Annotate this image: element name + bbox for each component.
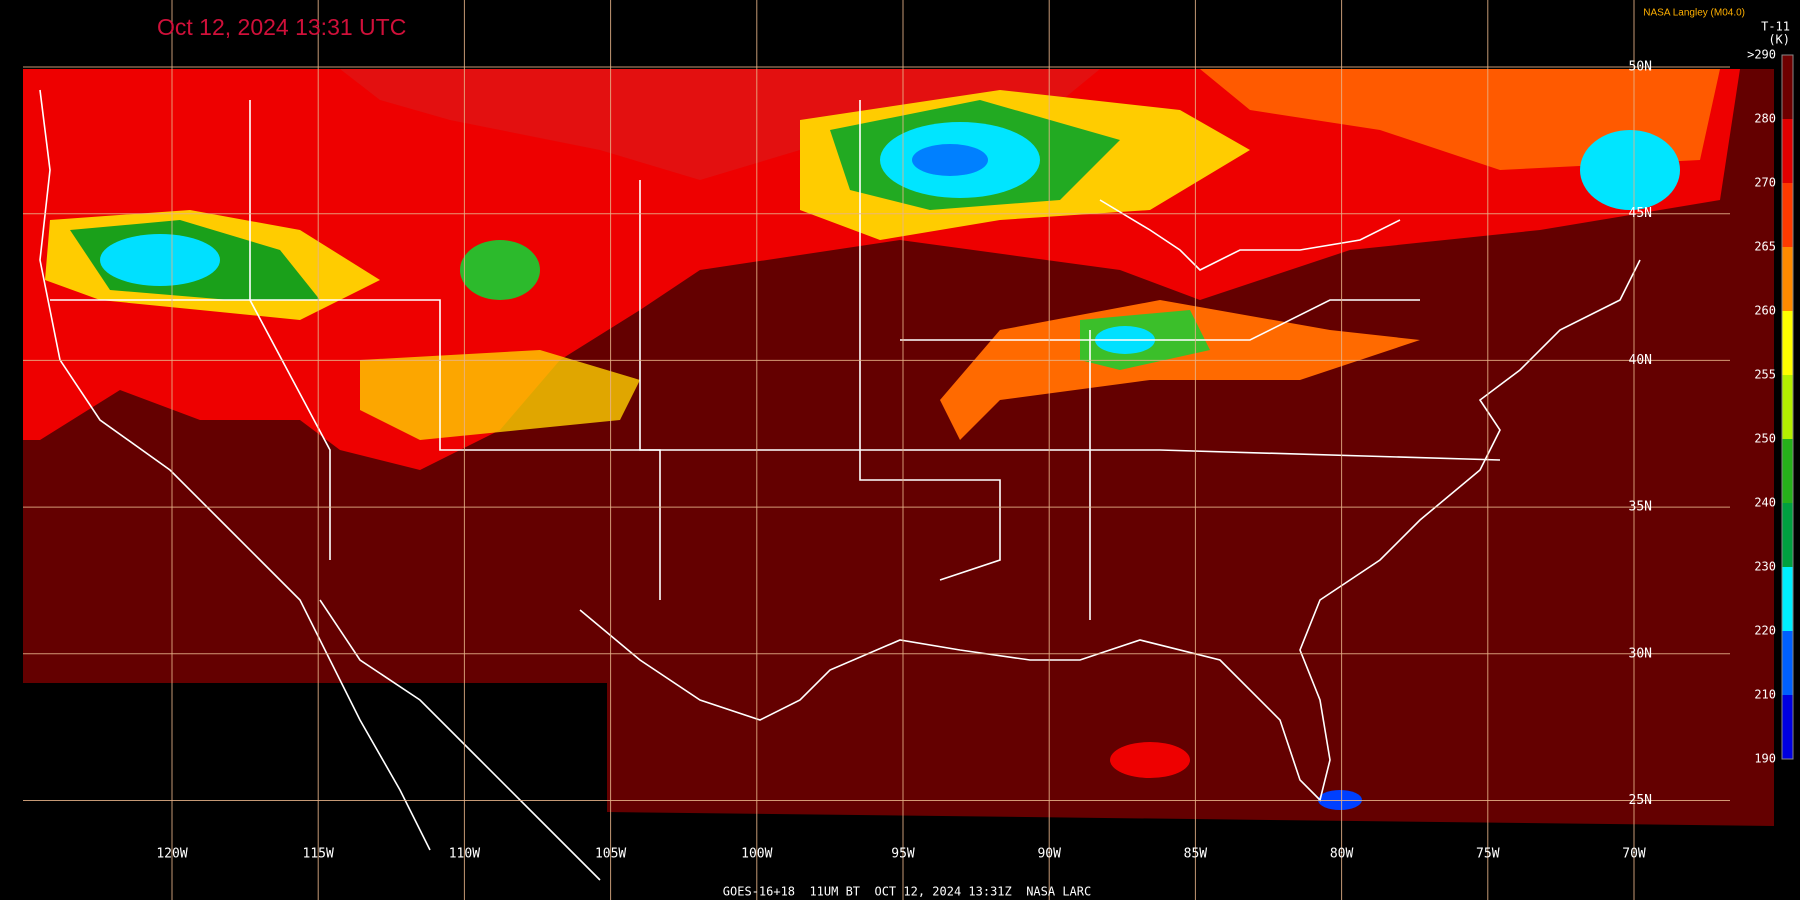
longitude-label: 75W [1476, 847, 1500, 862]
colorbar-label: 270 [1754, 176, 1776, 190]
labels: Oct 12, 2024 13:31 UTC NASA Langley (M04… [157, 8, 1790, 899]
colorbar-label: 240 [1754, 496, 1776, 510]
colorbar-segment [1782, 631, 1793, 695]
longitude-label: 85W [1184, 847, 1208, 862]
colorbar-label: 190 [1754, 752, 1776, 766]
longitude-label: 95W [891, 847, 915, 862]
colorbar-segment [1782, 439, 1793, 503]
colorbar-segment [1782, 375, 1793, 439]
colorbar-segment [1782, 55, 1793, 119]
longitude-label: 70W [1622, 847, 1646, 862]
longitude-label: 115W [303, 847, 334, 862]
colorbar-segment [1782, 695, 1793, 759]
credit: NASA Langley (M04.0) [1643, 8, 1745, 19]
graticule: 120W 115W 110W 105W 100W 95W 90W 85W 80W 75W 70W 50… [23, 0, 1730, 900]
longitude-label: 90W [1037, 847, 1061, 862]
longitude-label: 100W [741, 847, 772, 862]
timestamp: Oct 12, 2024 13:31 UTC [157, 14, 406, 40]
footer: GOES-16+18 11UM BT OCT 12, 2024 13:31Z N… [723, 885, 1091, 899]
colorbar-segment [1782, 311, 1793, 375]
colorbar-segment [1782, 567, 1793, 631]
colorbar-label: 265 [1754, 240, 1776, 254]
latitude-label: 40N [1629, 353, 1652, 368]
colorbar-segment [1782, 247, 1793, 311]
colorbar-label: 230 [1754, 560, 1776, 574]
latitude-label: 45N [1629, 206, 1652, 221]
latitude-label: 35N [1629, 500, 1652, 515]
product: T-11 [1761, 20, 1790, 34]
colorbar: >290 280 270 265 260 255 250 240 230 220 210 190 [1747, 48, 1794, 766]
unit: (K) [1768, 33, 1790, 47]
colorbar-segment [1782, 119, 1793, 183]
longitude-label: 120W [156, 847, 187, 862]
longitude-label: 105W [595, 847, 626, 862]
colorbar-frame [1781, 54, 1794, 760]
colorbar-label: >290 [1747, 48, 1776, 62]
colorbar-segment [1782, 503, 1793, 567]
latitude-label: 25N [1629, 793, 1652, 808]
latitude-label: 30N [1629, 646, 1652, 661]
latitude-label: 50N [1629, 60, 1652, 75]
longitude-label: 110W [449, 847, 480, 862]
colorbar-label: 280 [1754, 112, 1776, 126]
colorbar-label: 260 [1754, 304, 1776, 318]
colorbar-label: 220 [1754, 624, 1776, 638]
colorbar-segment [1782, 183, 1793, 247]
colorbar-label: 250 [1754, 432, 1776, 446]
colorbar-label: 255 [1754, 368, 1776, 382]
longitude-label: 80W [1330, 847, 1354, 862]
colorbar-label: 210 [1754, 688, 1776, 702]
